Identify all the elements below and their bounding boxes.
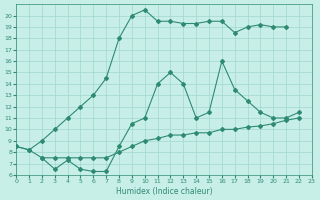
X-axis label: Humidex (Indice chaleur): Humidex (Indice chaleur): [116, 187, 212, 196]
